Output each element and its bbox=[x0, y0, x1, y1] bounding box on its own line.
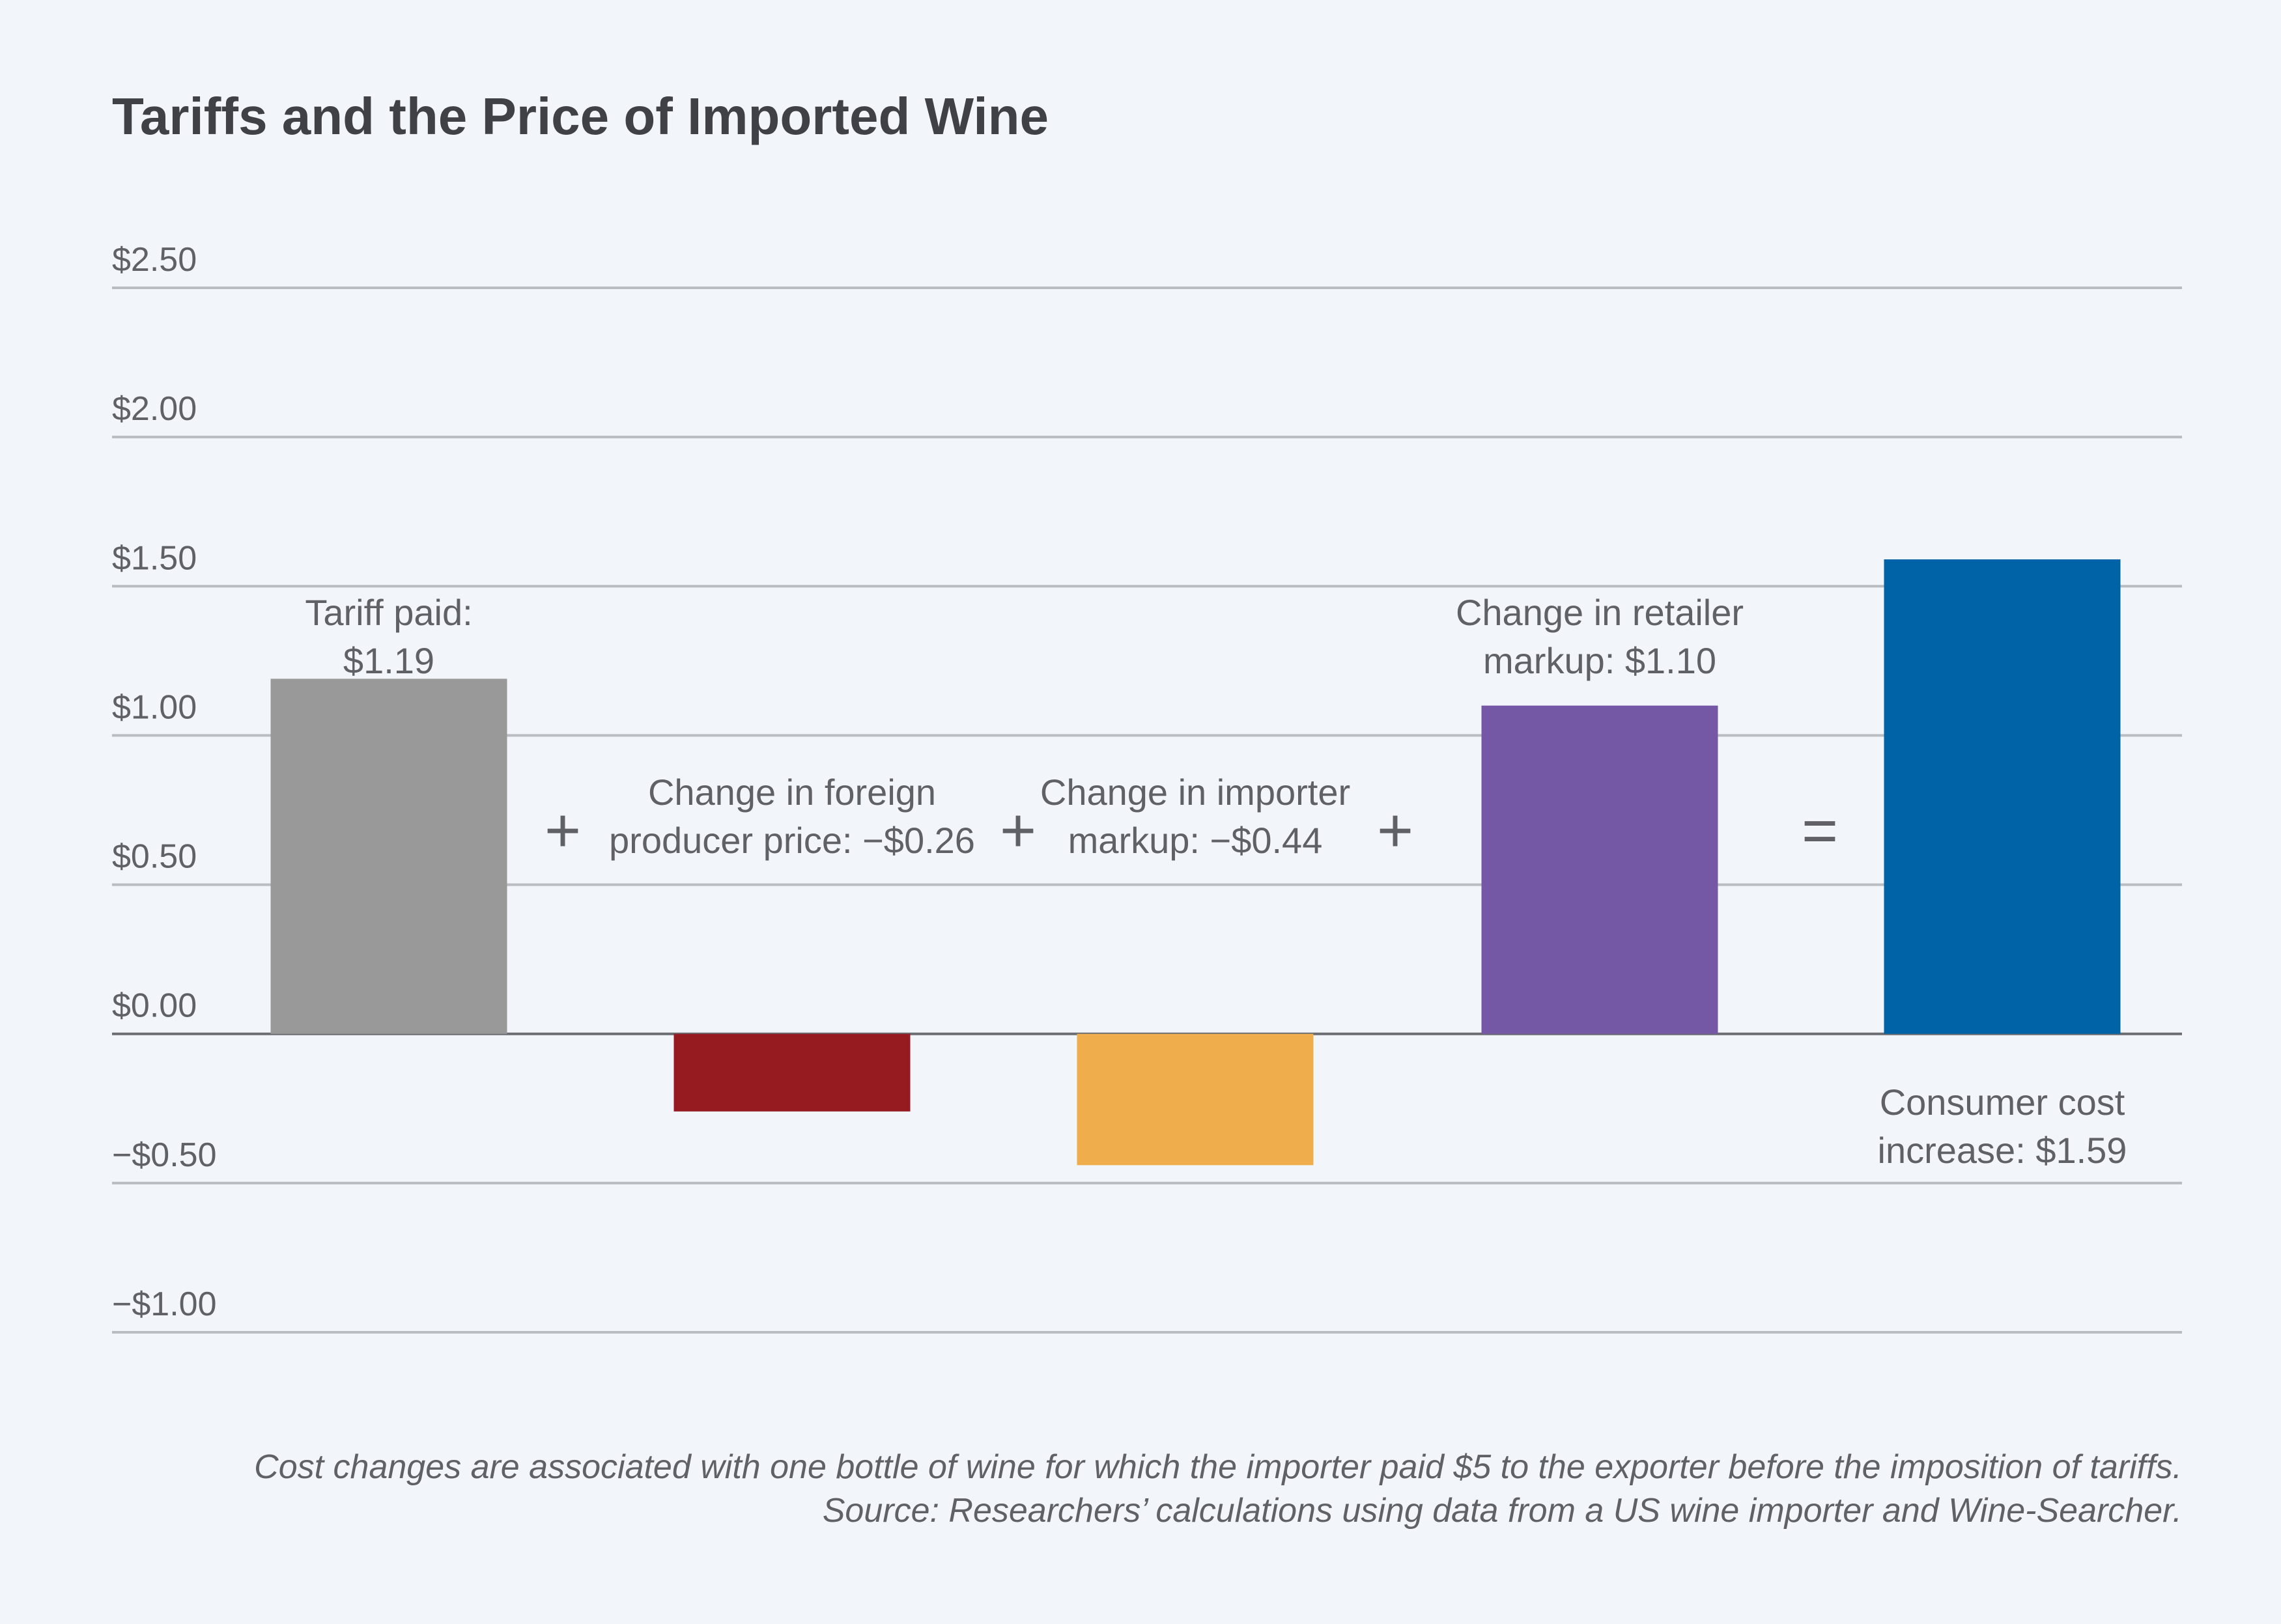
bar bbox=[1077, 1033, 1314, 1166]
y-tick-label: $0.00 bbox=[112, 987, 197, 1025]
bar-label: increase: $1.59 bbox=[1878, 1130, 2127, 1171]
bar-label: $1.19 bbox=[343, 640, 434, 681]
plus-sign: + bbox=[1377, 796, 1413, 865]
bar bbox=[673, 1033, 911, 1112]
plus-sign: + bbox=[545, 796, 581, 865]
y-tick-label: $1.00 bbox=[112, 688, 197, 726]
bar-label: Consumer cost bbox=[1880, 1082, 2125, 1123]
y-tick-label: −$1.00 bbox=[112, 1285, 217, 1323]
bar-label: markup: −$0.44 bbox=[1068, 820, 1323, 861]
bar-label: Change in foreign bbox=[648, 772, 936, 813]
bar-label: Tariff paid: bbox=[305, 592, 472, 633]
source-note: Source: Researchers’ calculations using … bbox=[823, 1492, 2182, 1530]
equals-sign: = bbox=[1802, 796, 1838, 865]
bar-label: markup: $1.10 bbox=[1483, 640, 1716, 681]
y-tick-label: $1.50 bbox=[112, 539, 197, 577]
footnote: Cost changes are associated with one bot… bbox=[254, 1448, 2182, 1486]
bar-label: producer price: −$0.26 bbox=[609, 820, 975, 861]
y-tick-label: $2.00 bbox=[112, 390, 197, 428]
bar-label: Change in importer bbox=[1040, 772, 1350, 813]
y-tick-label: −$0.50 bbox=[112, 1136, 217, 1174]
bar bbox=[1884, 559, 2121, 1034]
bar-label: Change in retailer bbox=[1456, 592, 1744, 633]
bar bbox=[270, 679, 507, 1034]
y-tick-label: $2.50 bbox=[112, 241, 197, 279]
y-tick-label: $0.50 bbox=[112, 838, 197, 876]
bar bbox=[1481, 705, 1718, 1034]
chart-title: Tariffs and the Price of Imported Wine bbox=[112, 87, 1049, 145]
plus-sign: + bbox=[1000, 796, 1036, 865]
